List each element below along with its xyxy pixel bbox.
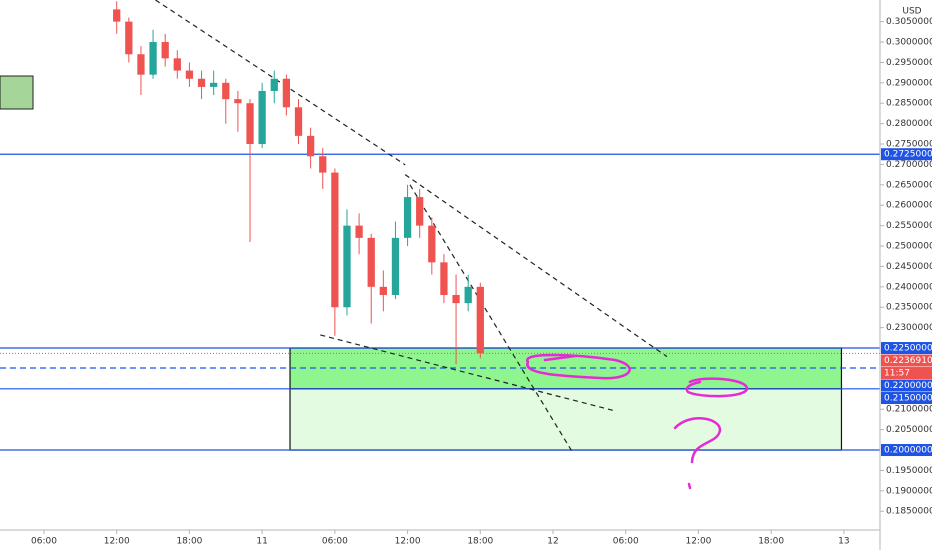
x-tick-label: 18:00 <box>758 537 784 547</box>
x-tick-label: 12:00 <box>395 537 421 547</box>
candle-body <box>452 294 460 304</box>
trendline <box>404 174 668 358</box>
candle-body <box>367 237 375 287</box>
countdown-box <box>881 367 932 380</box>
candle-body <box>113 9 121 22</box>
x-tick-label: 18:00 <box>467 537 493 547</box>
trendline <box>320 334 615 412</box>
x-tick-label: 18:00 <box>176 537 202 547</box>
x-tick-label: 12:00 <box>685 537 711 547</box>
candle-body <box>234 99 242 104</box>
freehand <box>526 353 749 490</box>
candle-body <box>391 237 400 295</box>
candle-body <box>246 103 254 145</box>
candle-body <box>270 78 278 91</box>
candle-body <box>319 156 327 173</box>
level-label-box <box>881 148 932 161</box>
candle-body <box>306 135 315 157</box>
trendline <box>155 0 406 166</box>
candle-body <box>222 82 230 100</box>
candle-body <box>185 70 194 79</box>
candle-body <box>379 286 387 295</box>
zone <box>289 388 843 451</box>
candle-body <box>282 78 291 108</box>
candle-body <box>355 225 363 238</box>
candle-body <box>125 21 133 55</box>
candle-body <box>173 58 181 71</box>
level-label-box <box>881 379 932 392</box>
candle-body <box>464 286 472 304</box>
candle-body <box>294 107 303 136</box>
last-price-label-box <box>881 354 932 367</box>
level-label-box <box>881 444 932 457</box>
candle-body <box>476 286 484 354</box>
candle-body <box>403 197 412 238</box>
freehand-question <box>673 417 722 464</box>
last-price-label: 0.22369103 <box>884 356 932 366</box>
countdown: 11:57 <box>884 369 910 379</box>
candle-body <box>416 197 424 226</box>
candle-body <box>149 42 157 75</box>
candle-body <box>343 225 351 308</box>
x-tick-label: 12:00 <box>104 537 130 547</box>
candle-body <box>331 172 339 308</box>
x-tick-label: 06:00 <box>31 537 57 547</box>
candle-body <box>428 225 436 263</box>
plot <box>0 0 880 453</box>
candle-body <box>258 90 266 145</box>
trendline <box>409 184 573 453</box>
x-tick-label: 11 <box>256 537 267 547</box>
x-tick-label: 13 <box>838 537 849 547</box>
freehand-ellipse <box>526 353 631 380</box>
x-tick-label: 12 <box>547 537 558 547</box>
level-label-box <box>881 392 932 405</box>
freehand-dot <box>687 482 692 490</box>
candle-body <box>197 78 206 87</box>
x-tick-label: 06:00 <box>613 537 639 547</box>
candle-body <box>137 54 145 75</box>
currency-label: USD <box>902 7 921 17</box>
drawing-box <box>0 75 34 110</box>
x-tick-label: 06:00 <box>322 537 348 547</box>
candle-body <box>161 42 169 59</box>
level-label-box <box>881 342 932 355</box>
candle-body <box>440 262 448 295</box>
candle-body <box>210 82 218 87</box>
freehand-ellipse <box>685 377 749 398</box>
